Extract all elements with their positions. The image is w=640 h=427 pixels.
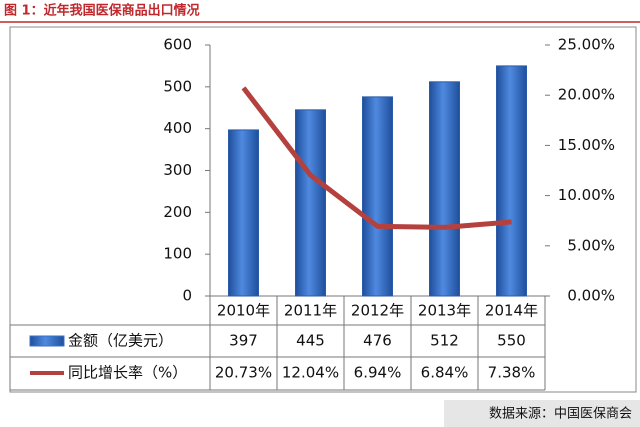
table-value: 20.73% [215, 364, 272, 382]
y2-tick-label: 0.00% [567, 287, 615, 305]
source-note: 数据来源：中国医保商会 [489, 407, 632, 422]
bar [295, 109, 326, 297]
chart-frame [9, 26, 637, 393]
x-tick-label: 2011年 [284, 302, 337, 320]
y2-tick-label: 5.00% [567, 236, 615, 254]
bar [362, 96, 393, 297]
y2-tick-label: 10.00% [558, 186, 615, 204]
y-tick-label: 500 [163, 77, 192, 95]
y2-tick-label: 20.00% [558, 86, 615, 104]
bar [429, 81, 460, 297]
x-tick-label: 2014年 [485, 302, 538, 320]
y-tick-label: 200 [163, 203, 192, 221]
bar [228, 129, 259, 297]
table-value: 397 [229, 332, 258, 350]
y-tick-label: 100 [163, 245, 192, 263]
bar [496, 65, 527, 297]
y-tick-label: 400 [163, 119, 192, 137]
table-value: 12.04% [282, 364, 339, 382]
source-band [444, 400, 640, 427]
x-tick-label: 2010年 [217, 302, 270, 320]
table-value: 445 [296, 332, 325, 350]
y2-tick-label: 25.00% [558, 36, 615, 54]
figure-title: 图 1：近年我国医保商品出口情况 [4, 3, 200, 19]
table-value: 6.84% [421, 364, 469, 382]
x-tick-label: 2012年 [351, 302, 404, 320]
table-value: 6.94% [354, 364, 402, 382]
y-tick-label: 0 [182, 287, 192, 305]
table-value: 550 [497, 332, 526, 350]
legend-label: 金额（亿美元） [68, 332, 173, 350]
y-tick-label: 300 [163, 161, 192, 179]
x-tick-label: 2013年 [418, 302, 471, 320]
table-value: 476 [363, 332, 392, 350]
growth-line [241, 86, 512, 230]
table-value: 7.38% [488, 364, 536, 382]
legend-label: 同比增长率（%） [68, 364, 187, 382]
y2-tick-label: 15.00% [558, 136, 615, 154]
table-value: 512 [430, 332, 459, 350]
y-tick-label: 600 [163, 36, 192, 54]
legend-swatch [29, 335, 65, 347]
